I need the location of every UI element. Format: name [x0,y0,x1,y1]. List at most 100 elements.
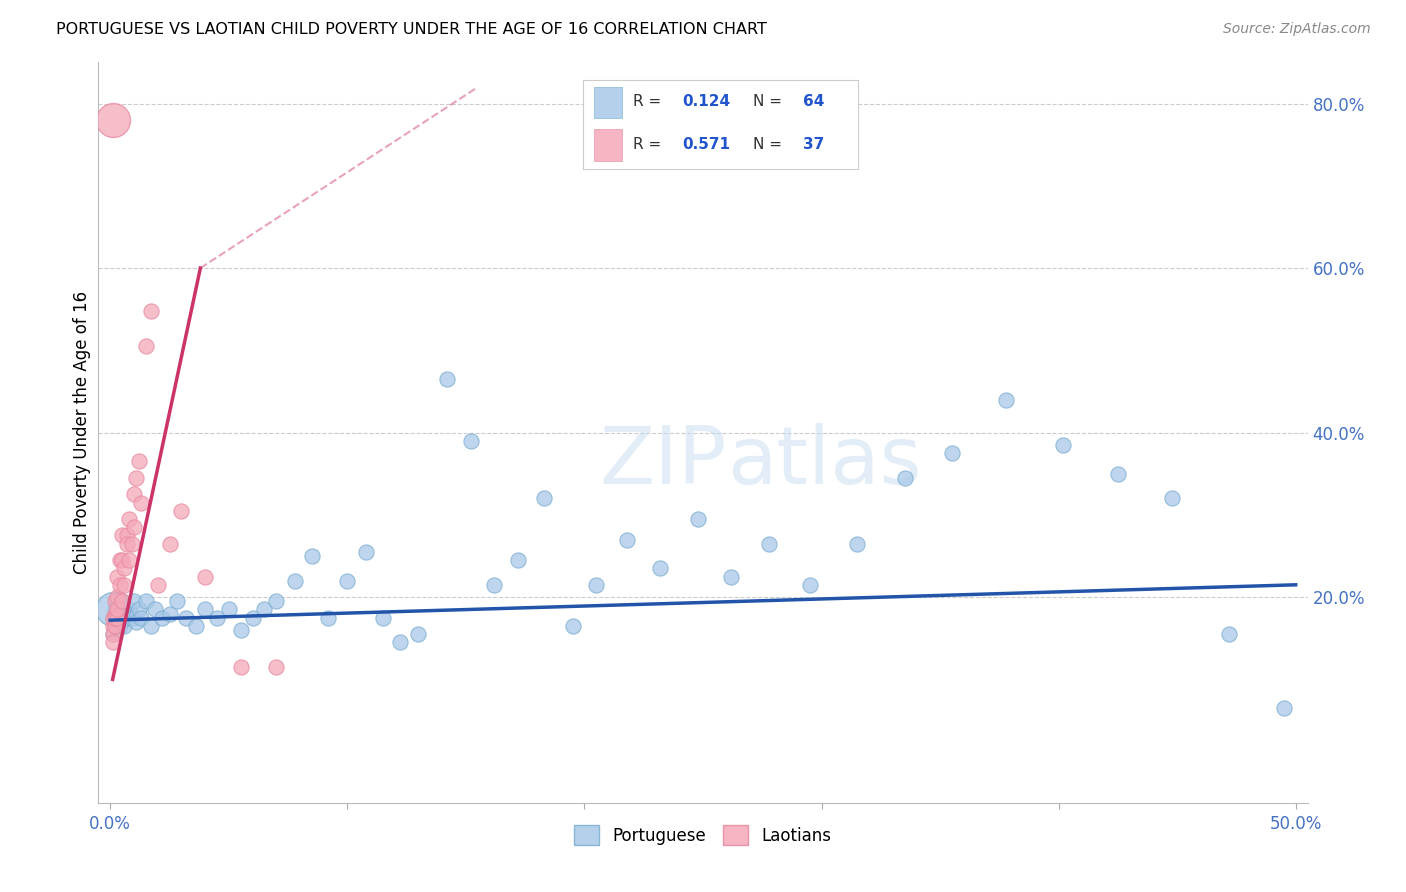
Point [105,610,128,624]
Point [115,536,138,550]
Point [336,574,359,588]
Point [484,578,506,592]
Point [194,602,217,616]
Point [301,549,323,563]
Point [104,619,127,633]
Point [105,594,128,608]
Point [121,610,143,624]
Point [533,491,555,506]
Point [104,602,127,616]
Point [143,602,166,616]
Point [115,610,138,624]
Point [159,536,181,550]
Point [114,578,136,592]
Point [118,512,141,526]
Point [893,471,915,485]
Text: 64: 64 [803,95,824,109]
Point [388,635,411,649]
FancyBboxPatch shape [595,129,621,161]
Point [174,610,197,624]
Point [129,610,152,624]
Point [111,553,134,567]
Point [720,569,742,583]
Point [436,372,458,386]
Point [114,561,136,575]
Point [101,602,124,616]
Point [111,602,134,616]
Point [135,594,157,608]
Point [104,607,127,621]
Point [125,471,148,485]
Text: PORTUGUESE VS LAOTIAN CHILD POVERTY UNDER THE AGE OF 16 CORRELATION CHART: PORTUGUESE VS LAOTIAN CHILD POVERTY UNDE… [56,22,768,37]
Point [229,660,252,674]
Point [111,594,134,608]
Text: N =: N = [754,137,787,152]
Point [371,610,394,624]
Point [101,627,124,641]
Point [125,615,148,629]
Point [184,619,207,633]
Point [264,660,287,674]
Point [105,590,128,604]
Point [1161,491,1184,506]
Point [128,602,150,616]
Point [561,619,583,633]
Point [146,578,169,592]
Point [105,610,128,624]
Point [688,512,710,526]
Point [105,569,128,583]
Point [122,594,145,608]
Point [108,578,131,592]
Point [118,553,141,567]
Point [108,602,131,616]
Point [585,578,607,592]
Point [799,578,821,592]
Text: 37: 37 [803,137,824,152]
Point [114,619,136,633]
FancyBboxPatch shape [595,87,621,118]
Text: R =: R = [633,137,666,152]
Point [460,434,482,448]
Point [101,610,124,624]
Point [135,339,157,353]
Point [941,446,963,460]
Point [152,610,174,624]
Point [1052,438,1074,452]
Point [194,569,217,583]
Point [104,610,127,624]
Point [104,594,127,608]
Point [139,304,162,318]
Point [995,392,1018,407]
Point [129,495,152,509]
Point [166,594,188,608]
Point [101,619,124,633]
Point [128,454,150,468]
Point [650,561,672,575]
Point [111,594,134,608]
Y-axis label: Child Poverty Under the Age of 16: Child Poverty Under the Age of 16 [73,291,91,574]
Text: R =: R = [633,95,666,109]
Point [1107,467,1129,481]
Point [218,602,240,616]
Point [111,528,134,542]
Point [121,536,143,550]
Point [284,574,307,588]
Text: ZIP: ZIP [600,423,727,501]
Point [1218,627,1240,641]
Point [408,627,430,641]
Point [118,602,141,616]
Point [758,536,780,550]
Text: Source: ZipAtlas.com: Source: ZipAtlas.com [1223,22,1371,37]
Point [264,594,287,608]
Point [356,545,378,559]
Point [616,533,638,547]
Point [170,504,193,518]
Point [101,635,124,649]
Text: 0.571: 0.571 [682,137,730,152]
Point [101,610,124,624]
Text: N =: N = [754,95,787,109]
Text: 0.124: 0.124 [682,95,730,109]
Point [318,610,340,624]
Point [105,602,128,616]
Point [1272,701,1295,715]
